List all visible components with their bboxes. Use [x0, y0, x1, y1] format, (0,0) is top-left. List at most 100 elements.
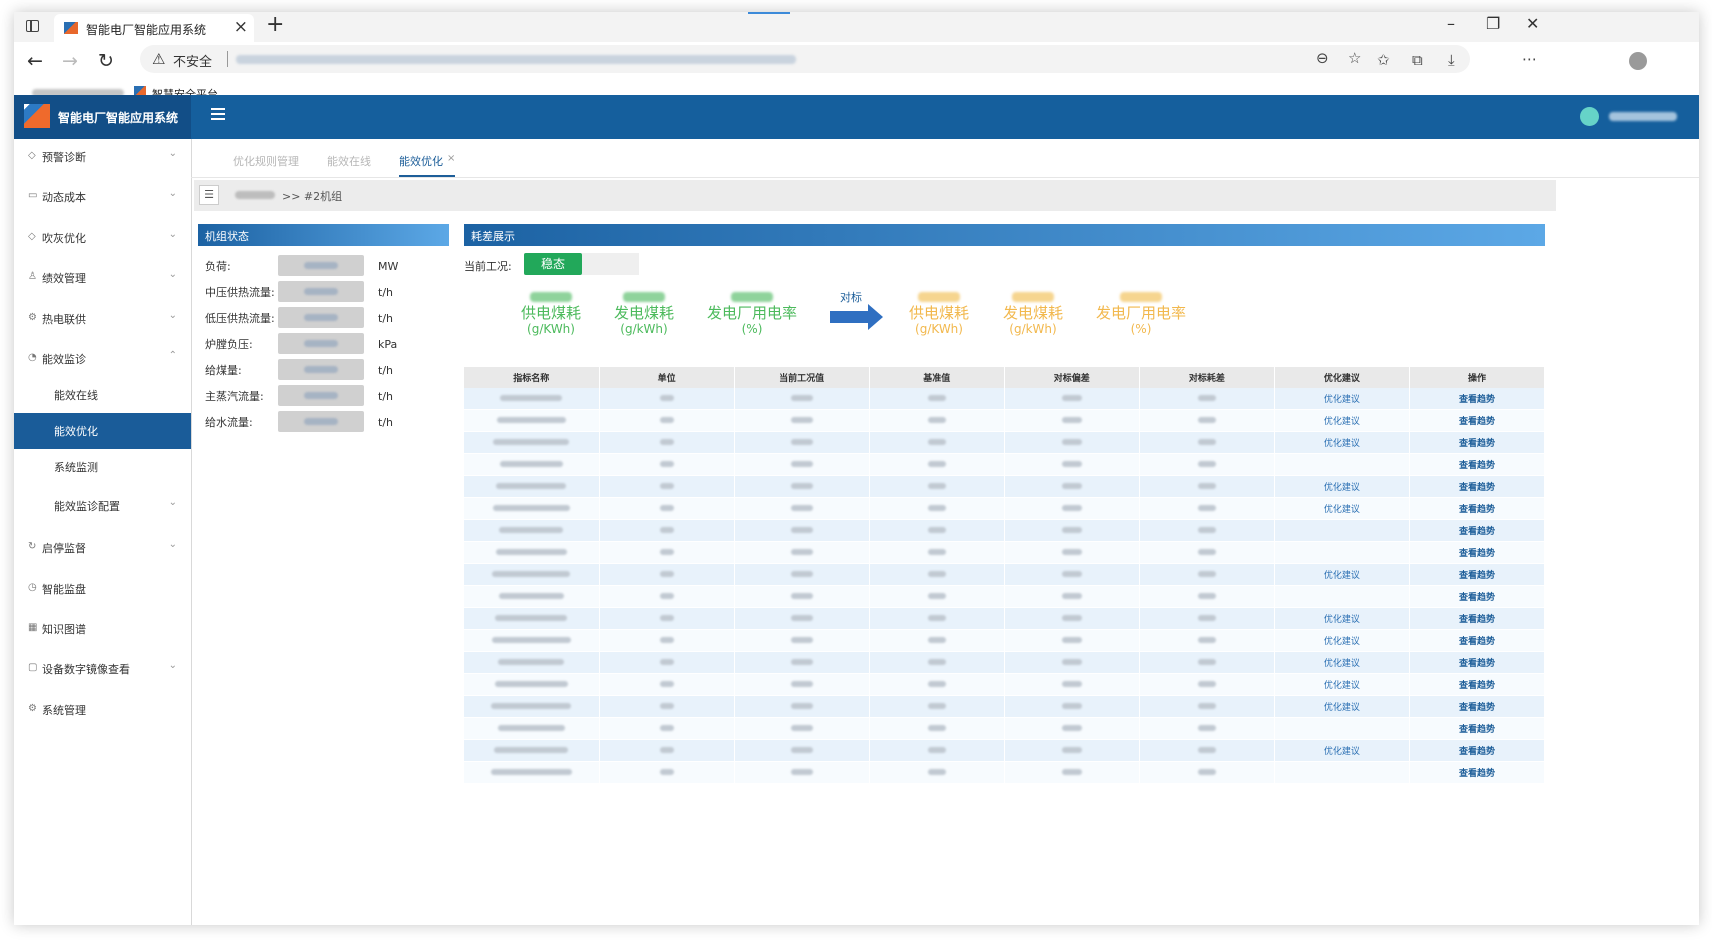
favorites-icon[interactable]: ✩: [1377, 51, 1390, 69]
view-trend-link[interactable]: 查看趋势: [1458, 593, 1495, 603]
optimize-suggestion-link[interactable]: 优化建议: [1323, 659, 1360, 669]
redacted-value: [659, 505, 674, 511]
redacted-value: [494, 747, 569, 753]
close-tab-icon[interactable]: ×: [233, 17, 248, 37]
table-row: 优化建议 查看趋势: [464, 629, 1546, 652]
sidebar-item-chp[interactable]: ⚙ 热电联供 ⌄: [14, 301, 191, 337]
close-tab-icon[interactable]: ×: [447, 153, 456, 164]
view-trend-link[interactable]: 查看趋势: [1458, 747, 1495, 757]
table-cell: [734, 475, 870, 498]
view-trend-link[interactable]: 查看趋势: [1458, 505, 1495, 515]
sidebar-item-startstop[interactable]: ↻ 启停监督 ⌄: [14, 530, 191, 566]
kpi-value-redacted: [1120, 292, 1162, 302]
forward-icon[interactable]: →: [62, 50, 78, 72]
sidebar-subitem-efficiency-optimize[interactable]: 能效优化: [14, 413, 191, 449]
restore-icon[interactable]: ❐: [1486, 14, 1501, 33]
downloads-icon[interactable]: ⤓: [1448, 51, 1455, 69]
minimize-icon[interactable]: –: [1447, 14, 1455, 33]
table-cell: [1139, 431, 1275, 454]
optimize-suggestion-link[interactable]: 优化建议: [1323, 703, 1360, 713]
view-trend-link[interactable]: 查看趋势: [1458, 725, 1495, 735]
sidebar-item-smart-monitor[interactable]: ◷ 智能监盘: [14, 571, 191, 607]
table-cell: [1004, 519, 1140, 542]
optimize-suggestion-link[interactable]: 优化建议: [1323, 615, 1360, 625]
tab-optimize-rules[interactable]: 优化规则管理: [233, 155, 299, 168]
redacted-value: [1061, 747, 1082, 753]
redacted-value: [927, 703, 946, 709]
table-cell-action: 查看趋势: [1409, 388, 1546, 410]
sidebar-item-efficiency-monitor[interactable]: ◔ 能效监诊 ⌃: [14, 341, 191, 377]
redacted-value: [492, 505, 570, 511]
sidebar-item-performance[interactable]: ♙ 绩效管理 ⌄: [14, 260, 191, 296]
view-trend-link[interactable]: 查看趋势: [1458, 549, 1495, 559]
view-trend-link[interactable]: 查看趋势: [1458, 527, 1495, 537]
sidebar-item-system-admin[interactable]: ⚙ 系统管理: [14, 692, 191, 728]
col-loss: 对标耗差: [1139, 367, 1275, 388]
sidebar-subitem-monitor-config[interactable]: 能效监诊配置 ⌄: [14, 488, 191, 524]
new-tab-icon[interactable]: +: [266, 12, 285, 37]
table-row: 查看趋势: [464, 717, 1546, 740]
zoom-icon[interactable]: ⊖: [1316, 49, 1329, 67]
browser-tab[interactable]: 智能电厂智能应用系统 ×: [54, 14, 254, 42]
view-trend-link[interactable]: 查看趋势: [1458, 769, 1495, 779]
window-menu-icon[interactable]: [26, 20, 39, 32]
sidebar-item-label: 系统管理: [42, 704, 86, 717]
redacted-value: [1061, 769, 1082, 775]
sidebar-item-knowledge-graph[interactable]: ▦ 知识图谱: [14, 611, 191, 647]
more-menu-icon[interactable]: ⋯: [1522, 50, 1537, 68]
chevron-down-icon: ⌄: [168, 229, 177, 240]
sidebar-item-dynamic-cost[interactable]: ▭ 动态成本 ⌄: [14, 179, 191, 215]
view-trend-link[interactable]: 查看趋势: [1458, 659, 1495, 669]
table-cell-suggestion: 优化建议: [1274, 409, 1410, 432]
view-trend-link[interactable]: 查看趋势: [1458, 395, 1495, 405]
close-window-icon[interactable]: ✕: [1526, 14, 1540, 33]
tab-efficiency-online[interactable]: 能效在线: [327, 155, 371, 168]
favorite-add-icon[interactable]: ☆: [1348, 49, 1362, 67]
view-trend-link[interactable]: 查看趋势: [1458, 417, 1495, 427]
view-trend-link[interactable]: 查看趋势: [1458, 483, 1495, 493]
view-trend-link[interactable]: 查看趋势: [1458, 681, 1495, 691]
redacted-value: [659, 417, 674, 423]
tab-efficiency-optimize[interactable]: 能效优化: [399, 155, 443, 168]
view-trend-link[interactable]: 查看趋势: [1458, 439, 1495, 449]
sidebar-subitem-system-monitor[interactable]: 系统监测: [14, 449, 191, 485]
sidebar-item-digital-twin[interactable]: ▢ 设备数字镜像查看 ⌄: [14, 651, 191, 687]
sidebar-item-sootblow[interactable]: ◇ 吹灰优化 ⌄: [14, 220, 191, 256]
table-cell: [464, 519, 600, 542]
view-trend-link[interactable]: 查看趋势: [1458, 461, 1495, 471]
table-cell: [1139, 497, 1275, 520]
filter-settings-icon[interactable]: ☰: [199, 185, 219, 205]
view-trend-link[interactable]: 查看趋势: [1458, 615, 1495, 625]
optimize-suggestion-link[interactable]: 优化建议: [1323, 637, 1360, 647]
sidebar-item-label: 能效监诊: [42, 353, 86, 366]
profile-avatar[interactable]: [1629, 52, 1647, 70]
optimize-suggestion-link[interactable]: 优化建议: [1323, 395, 1360, 405]
redacted-value: [927, 439, 946, 445]
sidebar-item-label: 吹灰优化: [42, 232, 86, 245]
collections-icon[interactable]: ⧉: [1412, 51, 1423, 69]
menu-toggle-icon[interactable]: [211, 108, 225, 120]
bookmark-redacted[interactable]: [32, 89, 124, 97]
optimize-suggestion-link[interactable]: 优化建议: [1323, 747, 1360, 757]
view-trend-link[interactable]: 查看趋势: [1458, 571, 1495, 581]
optimize-suggestion-link[interactable]: 优化建议: [1323, 483, 1360, 493]
sidebar-subitem-efficiency-online[interactable]: 能效在线: [14, 377, 191, 413]
optimize-suggestion-link[interactable]: 优化建议: [1323, 571, 1360, 581]
back-icon[interactable]: ←: [27, 50, 43, 72]
content-tabs: 优化规则管理 能效在线 能效优化 ×: [191, 139, 1699, 178]
address-bar[interactable]: ⚠ 不安全 ⊖ ☆: [140, 45, 1470, 73]
optimize-suggestion-link[interactable]: 优化建议: [1323, 439, 1360, 449]
table-cell: [1139, 541, 1275, 564]
table-row: 优化建议 查看趋势: [464, 739, 1546, 762]
sidebar-item-warning-diagnosis[interactable]: ◇ 预警诊断 ⌄: [14, 139, 191, 175]
redacted-value: [1197, 747, 1216, 753]
view-trend-link[interactable]: 查看趋势: [1458, 637, 1495, 647]
redacted-value: [498, 593, 564, 599]
reload-icon[interactable]: ↻: [98, 50, 114, 72]
optimize-suggestion-link[interactable]: 优化建议: [1323, 417, 1360, 427]
view-trend-link[interactable]: 查看趋势: [1458, 703, 1495, 713]
optimize-suggestion-link[interactable]: 优化建议: [1323, 505, 1360, 515]
user-name-redacted[interactable]: [1609, 112, 1677, 121]
optimize-suggestion-link[interactable]: 优化建议: [1323, 681, 1360, 691]
user-avatar-icon[interactable]: [1580, 107, 1599, 126]
